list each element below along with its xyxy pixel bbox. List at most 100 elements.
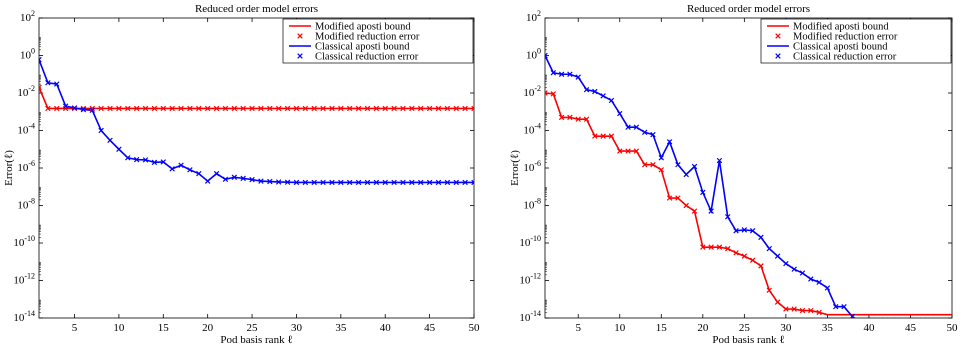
- chart-2-series-classical-reduction-error-markers: [545, 52, 955, 344]
- chart-1-series-classical-reduction-error-point: [133, 156, 140, 163]
- chart-2-series-classical-reduction-error-point: [849, 313, 856, 318]
- chart-2-series-classical-reduction-error-point: [950, 339, 955, 344]
- chart-1-series-classical-reduction-error-point: [418, 179, 424, 186]
- chart-2-legend-entry-2-swatch: [775, 33, 781, 39]
- chart-2-legend-entry-2-label: Modified reduction error: [793, 32, 898, 43]
- chart-1-series-classical-reduction-error-point: [346, 179, 353, 186]
- chart-2-series-modified-reduction-error-point: [545, 90, 548, 96]
- chart-1-y-tick-label: 10-2: [17, 84, 35, 99]
- chart-2-y-tick-label: 10-2: [523, 84, 541, 99]
- chart-1-series-modified-reduction-error-point: [222, 105, 229, 112]
- chart-2-series-modified-reduction-error-point: [725, 245, 731, 252]
- chart-1-y-axis-label: Error(ℓ): [3, 150, 15, 186]
- chart-1-series-modified-reduction-error-point: [54, 105, 60, 112]
- chart-1-x-tick-label: 30: [291, 322, 303, 334]
- chart-2-series-modified-reduction-error-point: [625, 148, 631, 154]
- chart-1-y-tick-label: 10-8: [17, 197, 35, 212]
- chart-1-series-modified-reduction-error-point: [435, 105, 442, 112]
- chart-1-y-tick-label: 10-4: [17, 122, 35, 137]
- chart-2-series-classical-reduction-error-point: [749, 228, 756, 234]
- chart-1-series-classical-reduction-error-point: [444, 179, 451, 186]
- chart-2-series-classical-reduction-error-point: [799, 270, 806, 276]
- chart-1-series-classical-reduction-error-point: [329, 179, 335, 186]
- chart-1-y-tick-label: 10-14: [13, 309, 35, 324]
- chart-2-series-classical-reduction-error-point: [816, 279, 822, 286]
- chart-2-legend-box: [760, 18, 952, 64]
- chart-1-series-modified-reduction-error-point: [364, 105, 371, 112]
- chart-1-x-tick-label: 15: [158, 322, 170, 334]
- chart-2-series-classical-reduction-error-point: [650, 131, 656, 138]
- chart-2-series-classical-reduction-error-point: [774, 253, 781, 259]
- chart-1-y-tick-label: 10-10: [13, 234, 35, 249]
- chart-2-series-classical-reduction-error-point: [808, 276, 814, 282]
- chart-1-y-tick-label: 100: [20, 47, 35, 62]
- chart-2-series-classical-reduction-error-point: [841, 303, 847, 310]
- chart-2-series-modified-reduction-error-point: [666, 195, 673, 201]
- chart-2-series-classical-reduction-error-point: [683, 171, 689, 178]
- chart-2-series-classical-reduction-error-point: [641, 129, 648, 136]
- chart-1-series-classical-reduction-error-point: [89, 107, 95, 113]
- chart-1-series-classical-reduction-error-point: [98, 127, 104, 134]
- chart-2-series-modified-reduction-error-point: [766, 287, 772, 294]
- chart-1-legend-entry-1-label: Modified aposti bound: [315, 22, 411, 33]
- chart-2-series-classical-reduction-error-point: [716, 157, 723, 164]
- chart-1-x-tick-label: 35: [335, 322, 347, 334]
- chart-2-series-modified-reduction-error-point: [683, 202, 689, 209]
- chart-1-series-modified-reduction-error-point: [267, 105, 273, 112]
- chart-2-series-modified-reduction-error-point: [650, 161, 656, 168]
- chart-1-series-modified-reduction-error-point: [471, 105, 474, 112]
- chart-2-series-modified-reduction-error-point: [558, 114, 565, 121]
- chart-2-series-classical-reduction-error-point: [691, 163, 698, 170]
- chart-2-y-tick-label: 10-6: [523, 159, 541, 174]
- chart-2-series-modified-reduction-error-point: [550, 91, 557, 97]
- chart-1-series-modified-reduction-error-point: [462, 105, 468, 112]
- chart-2-x-axis-label: Pod basis rank ℓ: [712, 334, 784, 346]
- chart-1-series-classical-reduction-error-point: [54, 81, 60, 87]
- chart-1-series-modified-reduction-error-point: [293, 105, 300, 112]
- chart-2-series-classical-reduction-error-point: [675, 161, 681, 168]
- chart-1-series-classical-reduction-error-point: [302, 179, 309, 186]
- chart-1-series-classical-reduction-error-point: [196, 170, 202, 177]
- chart-2-legend-entry-3-label: Classical aposti bound: [793, 42, 888, 53]
- chart-2-series-modified-reduction-error-point: [816, 309, 822, 316]
- chart-1-series-classical-reduction-error-point: [213, 170, 220, 177]
- chart-1-series-classical-reduction-error-point: [169, 166, 175, 172]
- chart-2-series-classical-reduction-error-point: [883, 334, 888, 339]
- chart-1-series-modified-reduction-error-point: [275, 105, 282, 112]
- chart-2-series-classical-reduction-error-point: [892, 334, 897, 339]
- chart-2-y-axis-label: Error(ℓ): [509, 150, 521, 186]
- chart-2-series-classical-reduction-error-point: [858, 320, 863, 325]
- chart-1-series-classical-reduction-error-point: [62, 103, 69, 109]
- chart-2-legend-entry-1-label: Modified aposti bound: [793, 22, 889, 33]
- chart-1-legend-entry-2-label: Modified reduction error: [315, 32, 420, 43]
- chart-1-x-tick-label: 40: [380, 322, 392, 334]
- chart-1-series-classical-reduction-error-point: [320, 179, 326, 186]
- chart-1-series-classical-reduction-error-point: [222, 176, 229, 183]
- chart-1-series-classical-reduction-error-point: [400, 179, 406, 186]
- chart-1-series-classical-reduction-error-point: [39, 56, 42, 63]
- chart-2-series-modified-reduction-error-point: [617, 148, 623, 154]
- chart-2-series-classical-reduction-error-point: [783, 260, 789, 267]
- chart-1-series-modified-reduction-error-point: [338, 105, 344, 112]
- chart-1-series-classical-reduction-error-point: [187, 167, 193, 173]
- chart-1-series-modified-reduction-error-point: [196, 105, 202, 112]
- chart-1-y-tick-label: 10-12: [13, 272, 35, 287]
- chart-2-x-tick-label: 45: [905, 322, 917, 334]
- chart-1-series-modified-reduction-error-point: [249, 105, 255, 112]
- chart-1-series-modified-reduction-error-point: [204, 105, 211, 112]
- chart-1-series-modified-reduction-error-point: [213, 105, 220, 112]
- chart-1-series-classical-reduction-error-point: [462, 179, 468, 186]
- chart-1-series-classical-reduction-error-point: [338, 179, 344, 186]
- chart-2-series-modified-reduction-error-point: [716, 244, 723, 250]
- chart-2-series-classical-reduction-error-point: [633, 124, 640, 130]
- chart-2-series-modified-reduction-error-point: [808, 307, 814, 314]
- chart-2-y-tick-label: 100: [526, 47, 541, 62]
- chart-1-y-tick-label: 10-6: [17, 159, 35, 174]
- chart-2-y-tick-label: 10-14: [519, 309, 541, 324]
- chart-2-series-classical-reduction-error-point: [875, 329, 880, 334]
- chart-1-x-tick-label: 50: [469, 322, 481, 334]
- chart-2-series-classical-reduction-error-point: [733, 228, 739, 234]
- chart-1-series-classical-reduction-error-point: [373, 179, 380, 186]
- chart-1-x-axis-label: Pod basis rank ℓ: [220, 334, 292, 346]
